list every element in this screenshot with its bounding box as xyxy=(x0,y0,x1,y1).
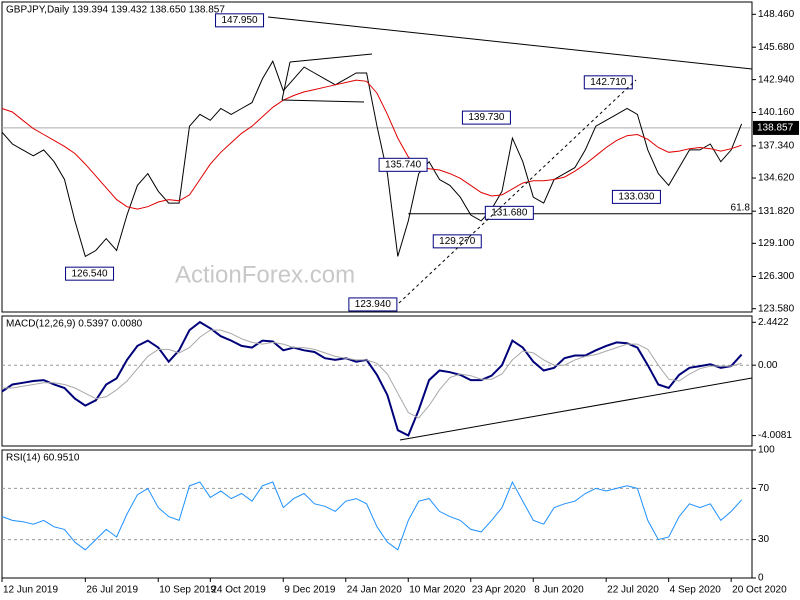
annotation-label: 135.740 xyxy=(385,159,422,170)
x-tick-label: 22 Jul 2020 xyxy=(607,585,659,596)
annotation-box xyxy=(215,13,265,28)
panel-frame xyxy=(1,449,753,579)
annotation-box xyxy=(484,205,534,220)
x-tick-label: 24 Jan 2020 xyxy=(347,585,402,596)
x-tick-label: 26 Jul 2019 xyxy=(86,585,138,596)
y-tick-label: 100 xyxy=(758,445,775,456)
annotation-box xyxy=(461,110,511,125)
y-tick-label: 134.620 xyxy=(758,173,795,184)
trendline xyxy=(267,16,753,70)
annotation-box xyxy=(378,157,428,172)
y-tick-label: 148.460 xyxy=(758,9,795,20)
current-price-box xyxy=(753,120,799,135)
annotation-label: 129.270 xyxy=(439,236,476,247)
annotation-label: 131.680 xyxy=(491,207,528,218)
y-tick-label: 129.100 xyxy=(758,238,795,249)
panel-title: RSI(14) 60.9510 xyxy=(6,453,80,464)
level-label: 61.8 xyxy=(731,202,751,213)
series-line xyxy=(1,79,742,210)
annotation-label: 126.540 xyxy=(71,268,108,279)
panel-title: GBPJPY,Daily 139.394 139.432 138.650 138… xyxy=(6,5,225,16)
channel-line xyxy=(281,99,365,103)
y-tick-label: 0 xyxy=(758,573,764,584)
x-tick-label: 24 Oct 2019 xyxy=(211,585,266,596)
panel-frame xyxy=(1,1,753,313)
y-tick-label: 2.4422 xyxy=(758,317,789,328)
y-tick-label: 145.680 xyxy=(758,42,795,53)
y-tick-label: 137.340 xyxy=(758,141,795,152)
x-tick-label: 23 Apr 2020 xyxy=(472,585,526,596)
annotation-box xyxy=(65,266,115,281)
panel-title: MACD(12,26,9) 0.5397 0.0080 xyxy=(6,319,143,330)
dashed-trendline xyxy=(398,79,637,304)
x-tick-label: 20 Oct 2020 xyxy=(732,585,787,596)
x-tick-label: 9 Dec 2019 xyxy=(284,585,336,596)
annotation-label: 142.710 xyxy=(590,77,627,88)
x-tick-label: 10 Sep 2019 xyxy=(159,585,216,596)
y-tick-label: 0.00 xyxy=(758,360,778,371)
series-line xyxy=(1,320,743,437)
y-tick-label: 131.820 xyxy=(758,206,795,217)
x-tick-label: 8 Jun 2020 xyxy=(534,585,584,596)
y-tick-label: 123.580 xyxy=(758,303,795,314)
y-tick-label: -4.0081 xyxy=(758,430,792,441)
annotation-label: 123.940 xyxy=(355,299,392,310)
annotation-label: 139.730 xyxy=(468,112,505,123)
y-tick-label: 70 xyxy=(758,483,770,494)
series-line xyxy=(1,60,743,258)
x-tick-label: 10 Mar 2020 xyxy=(409,585,466,596)
y-tick-label: 30 xyxy=(758,534,770,545)
annotation-label: 133.030 xyxy=(618,192,655,203)
panel-frame xyxy=(1,315,753,447)
channel-line xyxy=(281,61,291,101)
annotation-box xyxy=(348,297,398,312)
annotation-box xyxy=(611,189,661,204)
current-price-label: 138.857 xyxy=(757,123,794,134)
x-tick-label: 12 Jun 2019 xyxy=(3,585,58,596)
y-tick-label: 142.940 xyxy=(758,74,795,85)
channel-line xyxy=(289,53,373,63)
series-line xyxy=(1,480,742,551)
annotation-box xyxy=(583,75,633,90)
macd-trendline xyxy=(399,377,753,441)
series-line xyxy=(2,329,742,419)
x-tick-label: 4 Sep 2020 xyxy=(670,585,722,596)
y-tick-label: 126.300 xyxy=(758,271,795,282)
watermark: ActionForex.com xyxy=(175,261,355,288)
annotation-label: 147.950 xyxy=(221,15,258,26)
y-tick-label: 140.160 xyxy=(758,107,795,118)
